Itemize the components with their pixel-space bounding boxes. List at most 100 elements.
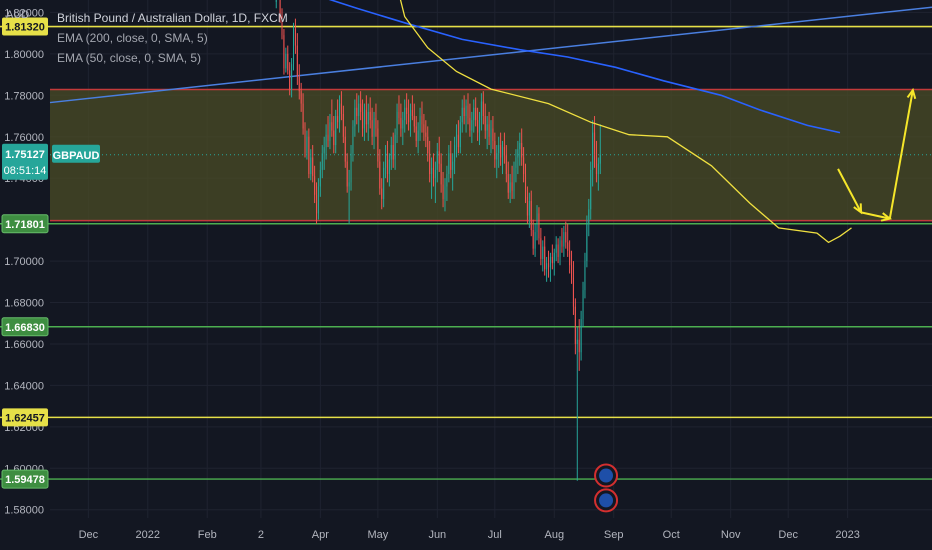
candle-body	[498, 145, 500, 154]
candle-body	[411, 109, 413, 117]
moving-averages	[328, 0, 852, 244]
candle-body	[513, 167, 515, 191]
candle-body	[507, 174, 509, 193]
candle-body	[588, 209, 590, 224]
candle-body	[482, 101, 484, 117]
candle-body	[574, 306, 576, 344]
candle-body	[381, 188, 383, 199]
candle-body	[517, 149, 519, 158]
candle-body	[553, 252, 555, 264]
candle-body	[432, 167, 435, 179]
level-price-label-bg	[1, 214, 49, 234]
symbol-title[interactable]: British Pound / Australian Dollar, 1D, F…	[57, 11, 288, 25]
candle-body	[335, 116, 337, 146]
time-tick-label: Aug	[544, 529, 564, 541]
candle-body	[477, 120, 479, 133]
candle-body	[532, 229, 534, 249]
candle-body	[314, 176, 316, 195]
candle-body	[319, 169, 321, 187]
level-price-label-bg	[1, 469, 49, 489]
candle-body	[317, 186, 319, 214]
candle-body	[352, 126, 354, 154]
candle-body	[578, 339, 580, 353]
candle-body	[325, 134, 327, 148]
candle-body	[429, 153, 431, 175]
candle-body	[402, 120, 404, 129]
candle-body	[595, 159, 597, 175]
axes: 1.820001.800001.780001.760001.740001.720…	[1, 7, 860, 541]
candle-body	[388, 159, 390, 175]
candle-body	[279, 0, 281, 17]
candle-body	[538, 213, 540, 239]
candle-body	[521, 142, 523, 158]
ema50-legend[interactable]: EMA (50, close, 0, SMA, 5)	[57, 51, 201, 65]
candle-body	[304, 128, 306, 154]
candle-body	[555, 244, 557, 253]
candle-body	[542, 246, 544, 259]
candle-body	[565, 232, 567, 243]
candle-body	[571, 265, 573, 278]
price-tick-label: 1.64000	[4, 380, 44, 392]
candle-body	[291, 64, 293, 90]
trend-line	[49, 6, 932, 104]
candle-body	[354, 107, 356, 127]
horizontal-levels	[0, 25, 932, 480]
candle-body	[408, 113, 410, 123]
arrow-right	[860, 211, 891, 220]
level-price-label-bg	[2, 408, 48, 427]
candle-body	[467, 105, 469, 119]
candle-body	[559, 240, 561, 257]
candle-body	[586, 223, 588, 262]
time-tick-label: Sep	[604, 529, 624, 541]
candle-body	[490, 128, 492, 137]
price-tick-label: 1.66000	[4, 339, 44, 351]
candle-body	[496, 153, 498, 160]
candle-body	[417, 130, 419, 141]
candle-body	[342, 113, 344, 137]
candle-body	[365, 109, 367, 125]
candle-body	[576, 339, 578, 344]
candle-body	[329, 122, 331, 141]
candle-body	[484, 116, 486, 131]
candle-body	[377, 128, 379, 162]
candle-body	[400, 118, 402, 129]
candle-body	[438, 151, 440, 164]
level-price-label-bg	[1, 317, 49, 337]
flag-icon	[599, 493, 614, 508]
candle-body	[549, 256, 551, 268]
candle-body	[375, 118, 377, 129]
candle-body	[294, 29, 296, 46]
candle-body	[561, 240, 563, 247]
candle-body	[337, 116, 339, 123]
candle-body	[446, 174, 448, 187]
candle-body	[457, 134, 459, 148]
candle-body	[473, 107, 475, 121]
candle-body	[340, 103, 342, 114]
time-tick-label: Feb	[198, 529, 217, 541]
ticker-badge-bg	[52, 144, 100, 163]
current-price: 1.75127	[5, 149, 45, 161]
level-price-label: 1.59478	[5, 474, 45, 486]
candle-body	[415, 126, 417, 141]
ticker-label: GBPAUD	[53, 150, 100, 162]
candle-body	[450, 153, 452, 170]
candle-body	[480, 101, 482, 121]
legend: British Pound / Australian Dollar, 1D, F…	[57, 11, 288, 65]
candle-body	[383, 167, 385, 199]
candle-body	[572, 277, 574, 307]
arrow-down	[837, 168, 862, 213]
candle-body	[287, 53, 289, 71]
time-tick-label: 2023	[835, 529, 859, 541]
countdown: 08:51:14	[4, 165, 47, 177]
time-tick-label: 2022	[136, 529, 160, 541]
ema50-line	[399, 0, 852, 244]
candle-body	[523, 157, 525, 175]
candle-body	[350, 153, 352, 183]
candle-body	[567, 242, 569, 251]
currency-label: AUD	[6, 9, 29, 21]
candle-body	[321, 153, 323, 170]
ema200-legend[interactable]: EMA (200, close, 0, SMA, 5)	[57, 31, 208, 45]
time-tick-label: Dec	[778, 529, 798, 541]
candle-body	[528, 200, 530, 216]
